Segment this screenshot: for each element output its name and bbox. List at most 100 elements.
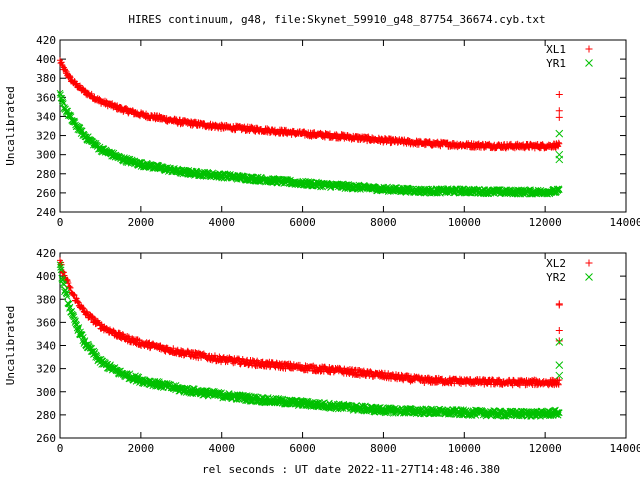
x-tick-label: 4000 <box>208 216 235 229</box>
x-tick-label: 14000 <box>609 442 640 455</box>
data-point <box>415 373 422 380</box>
x-tick-label: 0 <box>57 216 64 229</box>
y-tick-label: 280 <box>36 409 56 422</box>
data-point <box>556 140 563 147</box>
y-tick-label: 360 <box>36 91 56 104</box>
data-point <box>555 139 562 146</box>
data-point <box>467 376 474 383</box>
legend-marker <box>585 259 593 267</box>
data-point <box>89 313 96 320</box>
x-tick-label: 0 <box>57 442 64 455</box>
data-point <box>554 186 562 194</box>
legend-marker <box>585 45 593 53</box>
data-point <box>555 409 563 417</box>
data-point <box>425 374 432 381</box>
y-tick-label: 260 <box>36 187 56 200</box>
data-point <box>58 94 66 102</box>
x-tick-label: 10000 <box>448 442 481 455</box>
y-axis-label: Uncalibrated <box>4 86 17 165</box>
series-XL1 <box>57 57 563 152</box>
data-point <box>66 73 73 80</box>
y-tick-label: 400 <box>36 270 56 283</box>
x-axis-label: rel seconds : UT date 2022-11-27T14:48:4… <box>202 463 500 476</box>
data-point <box>555 186 563 194</box>
data-point <box>59 98 67 106</box>
data-point <box>116 330 123 337</box>
y-tick-label: 380 <box>36 293 56 306</box>
outlier-point <box>555 90 563 98</box>
outlier-point <box>555 371 564 380</box>
data-point <box>57 264 64 271</box>
data-point <box>556 377 563 384</box>
legend-label: XL2 <box>546 257 566 270</box>
legend-label: YR1 <box>546 57 566 70</box>
y-tick-label: 320 <box>36 363 56 376</box>
y-tick-label: 420 <box>36 34 56 47</box>
data-point <box>69 312 77 319</box>
outlier-point <box>555 129 564 138</box>
data-point <box>415 141 422 148</box>
outlier-point <box>555 155 564 164</box>
data-point <box>176 116 183 123</box>
x-tick-label: 4000 <box>208 442 235 455</box>
data-point <box>58 59 65 66</box>
data-point <box>74 298 81 305</box>
data-point <box>516 382 523 389</box>
y-tick-label: 240 <box>36 206 56 219</box>
data-point <box>83 308 90 315</box>
x-tick-label: 12000 <box>529 216 562 229</box>
data-point <box>115 329 122 336</box>
data-point <box>57 266 65 274</box>
y-axis-label: Uncalibrated <box>4 306 17 385</box>
data-point <box>56 261 64 269</box>
outlier-point <box>555 113 563 121</box>
legend-label: YR2 <box>546 271 566 284</box>
series-XL2 <box>57 257 563 389</box>
chart-title: HIRES continuum, g48, file:Skynet_59910_… <box>128 13 545 26</box>
data-point <box>555 143 562 150</box>
data-point <box>88 90 95 97</box>
legend-marker <box>585 59 593 67</box>
data-point <box>555 380 562 387</box>
x-tick-label: 2000 <box>128 216 155 229</box>
series-YR2 <box>56 261 564 420</box>
y-tick-label: 400 <box>36 53 56 66</box>
data-point <box>211 352 218 359</box>
data-point <box>63 290 71 298</box>
y-tick-label: 420 <box>36 247 56 260</box>
data-point <box>80 305 87 312</box>
data-point <box>555 381 562 388</box>
data-point <box>75 324 83 331</box>
data-point <box>60 281 68 289</box>
y-tick-label: 280 <box>36 168 56 181</box>
x-tick-label: 12000 <box>529 442 562 455</box>
data-point <box>554 409 561 416</box>
outlier-point <box>555 326 563 334</box>
data-point <box>254 124 261 131</box>
y-tick-label: 340 <box>36 340 56 353</box>
x-tick-label: 14000 <box>609 216 640 229</box>
legend-label: XL1 <box>546 43 566 56</box>
plot-frame <box>59 39 627 213</box>
data-point <box>243 357 250 364</box>
outlier-point <box>555 107 563 115</box>
x-tick-label: 2000 <box>128 442 155 455</box>
x-tick-label: 10000 <box>448 216 481 229</box>
top-panel: 240 260 280 300 320 340 360 380 400 420 0 2000 4000 6… <box>4 34 640 229</box>
x-tick-label: 8000 <box>370 442 397 455</box>
data-point <box>266 129 273 136</box>
data-point <box>365 133 372 140</box>
y-tick-label: 340 <box>36 110 56 123</box>
data-point <box>439 375 446 382</box>
y-tick-label: 300 <box>36 149 56 162</box>
x-tick-label: 8000 <box>370 216 397 229</box>
outlier-point <box>555 337 563 345</box>
data-point <box>59 63 66 70</box>
data-point <box>56 89 64 97</box>
data-point <box>62 67 69 74</box>
bottom-panel: 260 280 300 320 340 360 380 400 420 0 2000 4000 6000… <box>4 247 640 476</box>
data-point <box>71 117 78 125</box>
x-tick-label: 6000 <box>289 442 316 455</box>
